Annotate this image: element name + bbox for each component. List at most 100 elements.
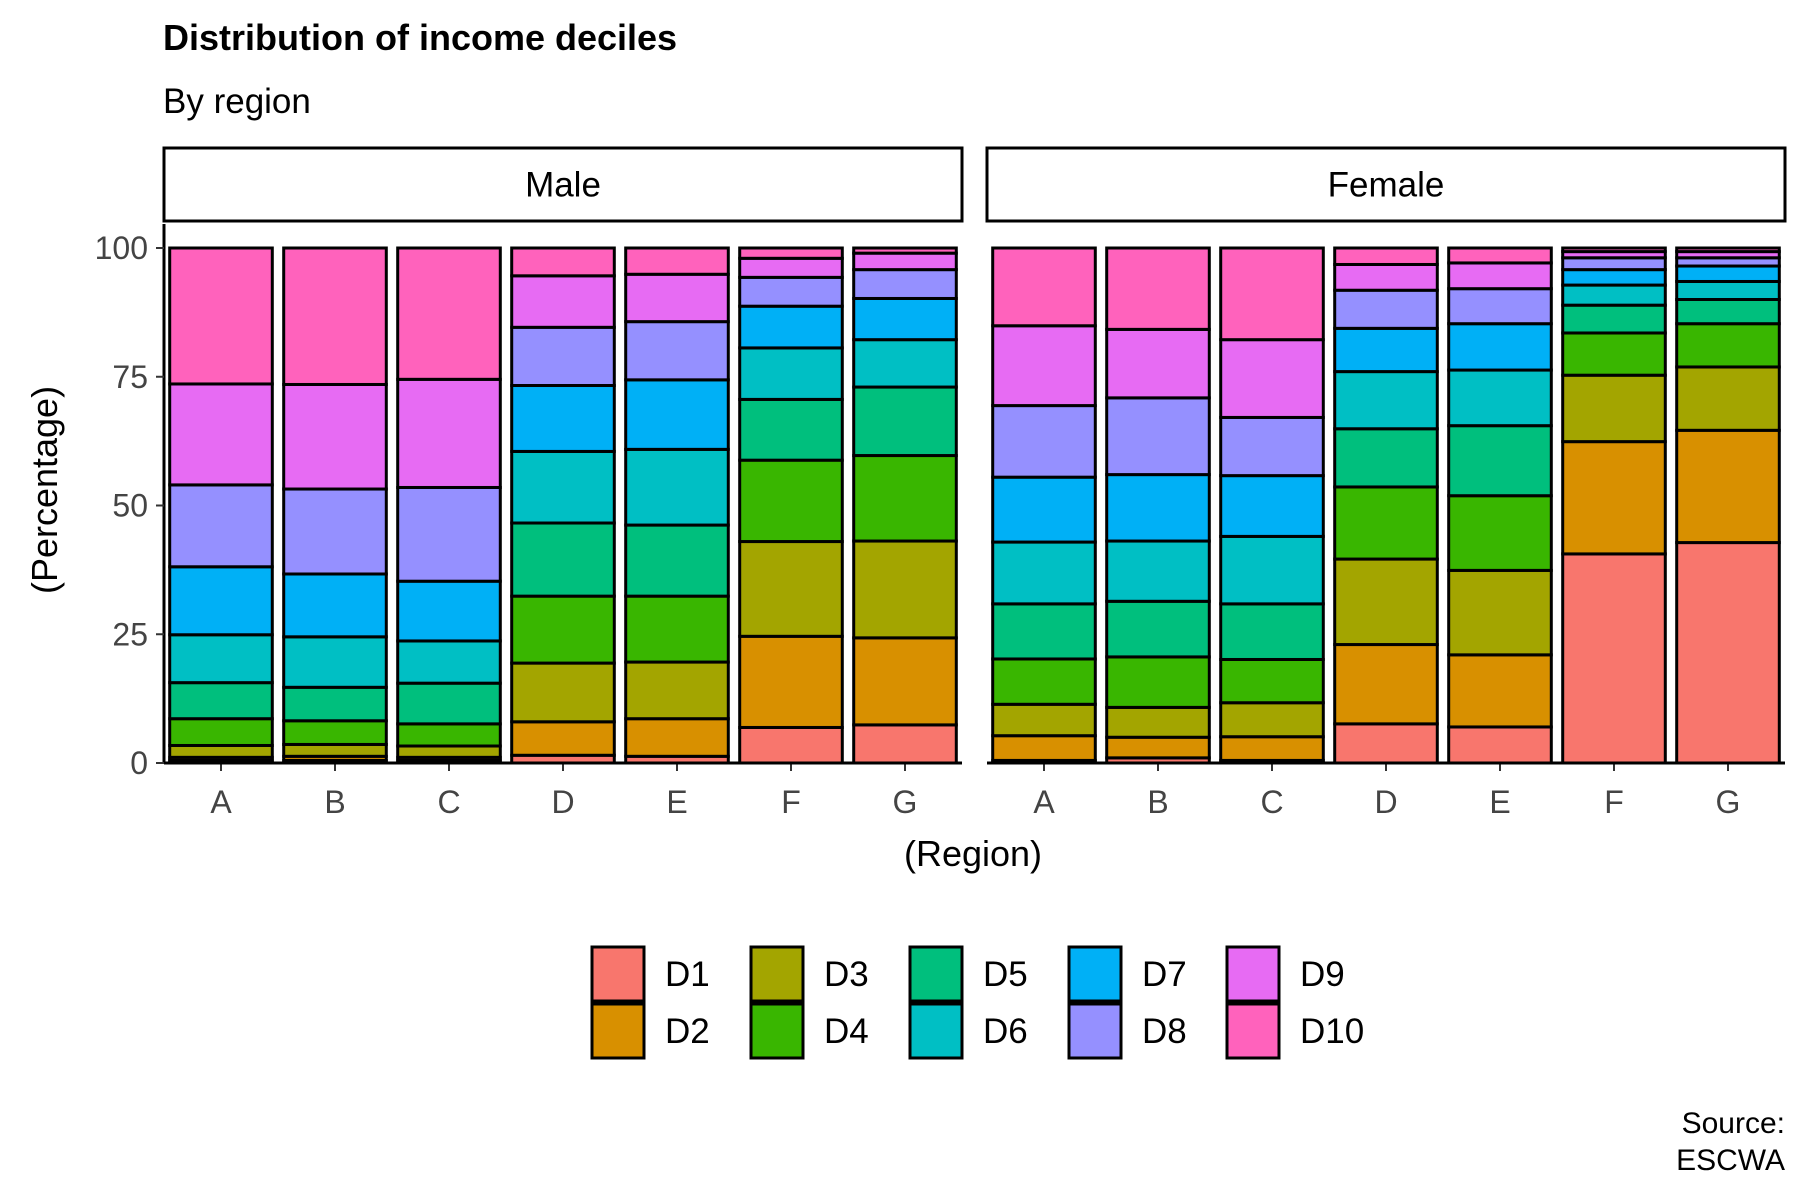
bar-segment-d5 — [1333, 427, 1439, 489]
bar-segment-d3 — [738, 540, 844, 638]
bar-segment-d5 — [1447, 424, 1553, 498]
bar-segment-d2 — [1675, 428, 1781, 545]
legend-label: D7 — [1142, 955, 1187, 994]
bar-male-f — [738, 246, 844, 765]
bar-segment-d7 — [852, 296, 958, 342]
legend-swatch — [908, 1002, 964, 1060]
bar-segment-d3 — [396, 744, 502, 759]
facet-strip-label: Female — [1328, 166, 1445, 205]
bar-segment-d7 — [738, 304, 844, 350]
y-tick-label: 100 — [95, 230, 148, 266]
bar-segment-d9 — [1219, 338, 1325, 419]
x-tick-label: C — [1260, 784, 1283, 820]
x-axis-title: (Region) — [904, 833, 1042, 874]
x-tick-label: F — [1604, 784, 1624, 820]
bar-segment-d4 — [168, 717, 274, 747]
bar-segment-d10 — [1561, 246, 1667, 254]
x-tick-label: B — [1147, 784, 1168, 820]
bar-segment-d4 — [1105, 655, 1211, 709]
legend-item-d9: D9 — [1225, 945, 1345, 1003]
bar-segment-d3 — [1561, 373, 1667, 444]
bar-segment-d2 — [1105, 735, 1211, 760]
bar-segment-d4 — [1219, 657, 1325, 705]
bar-segment-d2 — [852, 636, 958, 727]
bar-segment-d10 — [1219, 246, 1325, 342]
bar-segment-d3 — [1447, 568, 1553, 657]
y-tick-label: 0 — [130, 745, 148, 781]
bar-segment-d3 — [1675, 365, 1781, 432]
bar-segment-d5 — [1561, 303, 1667, 335]
legend-label: D9 — [1300, 955, 1345, 994]
y-tick-label: 25 — [112, 616, 148, 652]
legend-label: D1 — [665, 955, 710, 994]
bar-segment-d10 — [1675, 246, 1781, 254]
bar-segment-d10 — [852, 246, 958, 255]
x-tick-label: A — [1033, 784, 1055, 820]
bar-segment-d3 — [991, 702, 1097, 738]
bar-segment-d10 — [510, 246, 616, 278]
bar-female-e — [1447, 246, 1553, 765]
bar-male-d — [510, 246, 616, 765]
legend-label: D4 — [824, 1012, 869, 1051]
bar-segment-d10 — [1333, 246, 1439, 266]
legend-swatch — [908, 945, 964, 1003]
legend-label: D5 — [983, 955, 1028, 994]
x-tick-label: B — [324, 784, 345, 820]
legend-item-d3: D3 — [749, 945, 869, 1003]
bar-segment-d2 — [510, 720, 616, 757]
legend-item-d6: D6 — [908, 1002, 1028, 1060]
bar-segment-d4 — [396, 722, 502, 748]
chart-title: Distribution of income deciles — [163, 17, 677, 58]
bar-segment-d6 — [1219, 534, 1325, 606]
bar-segment-d9 — [1447, 261, 1553, 291]
bar-segment-d3 — [168, 743, 274, 759]
y-tick-label: 75 — [112, 359, 148, 395]
x-tick-label: F — [781, 784, 801, 820]
bar-segment-d6 — [1675, 279, 1781, 302]
legend-swatch — [1067, 945, 1123, 1003]
bar-segment-d8 — [168, 483, 274, 569]
bar-segment-d7 — [1447, 322, 1553, 372]
legend-item-d5: D5 — [908, 945, 1028, 1003]
x-tick-label: G — [1716, 784, 1741, 820]
bar-segment-d9 — [168, 382, 274, 487]
legend: D1 D2 D3 D4 D5 D6 D7 D8 D9 D10 — [590, 945, 1364, 1060]
bar-segment-d1 — [1333, 722, 1439, 765]
bar-segment-d10 — [738, 246, 844, 260]
y-tick-label: 50 — [112, 488, 148, 524]
bar-segment-d8 — [396, 485, 502, 583]
bar-segment-d2 — [624, 717, 730, 758]
bar-segment-d1 — [1675, 541, 1781, 765]
legend-item-d7: D7 — [1067, 945, 1187, 1003]
bar-segment-d5 — [282, 685, 388, 723]
bar-male-c — [396, 246, 502, 765]
bar-segment-d5 — [510, 521, 616, 598]
bar-female-f — [1561, 246, 1667, 765]
bar-female-c — [1219, 246, 1325, 765]
bar-segment-d8 — [991, 404, 1097, 479]
facet-strip-label: Male — [525, 166, 601, 205]
bar-segment-d8 — [282, 487, 388, 576]
bar-segment-d5 — [624, 523, 730, 598]
bar-female-b — [1105, 246, 1211, 765]
x-tick-label: C — [437, 784, 460, 820]
legend-item-d1: D1 — [590, 945, 710, 1003]
bar-segment-d6 — [1333, 370, 1439, 431]
bar-segment-d9 — [738, 256, 844, 279]
bar-female-a — [991, 246, 1097, 765]
bar-segment-d8 — [1219, 415, 1325, 478]
facet-panels: Male A B C D E F G Female A B C D E F G — [162, 146, 1787, 820]
bar-segment-d7 — [624, 378, 730, 451]
bar-segment-d4 — [1447, 494, 1553, 572]
bar-male-a — [168, 246, 274, 765]
legend-swatch — [1067, 1002, 1123, 1060]
bar-segment-d4 — [852, 454, 958, 543]
bar-segment-d6 — [1561, 283, 1667, 307]
bar-segment-d1 — [852, 723, 958, 765]
bar-segment-d8 — [1561, 256, 1667, 272]
bar-segment-d4 — [282, 719, 388, 746]
bar-female-g — [1675, 246, 1781, 765]
legend-swatch — [749, 1002, 805, 1060]
bar-segment-d6 — [510, 449, 616, 525]
